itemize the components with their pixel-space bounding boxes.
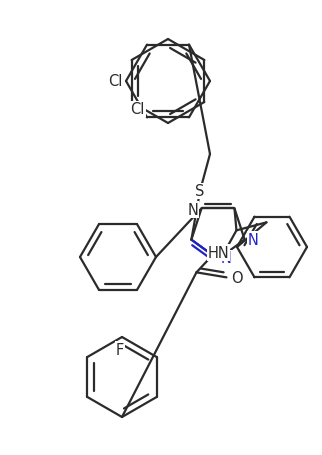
- Text: F: F: [116, 342, 124, 357]
- Text: Cl: Cl: [109, 74, 123, 89]
- Text: S: S: [195, 184, 205, 199]
- Text: N: N: [248, 233, 259, 248]
- Text: Cl: Cl: [131, 102, 145, 117]
- Text: N: N: [221, 251, 232, 266]
- Text: O: O: [232, 270, 243, 285]
- Text: N: N: [188, 202, 199, 217]
- Text: HN: HN: [208, 245, 229, 260]
